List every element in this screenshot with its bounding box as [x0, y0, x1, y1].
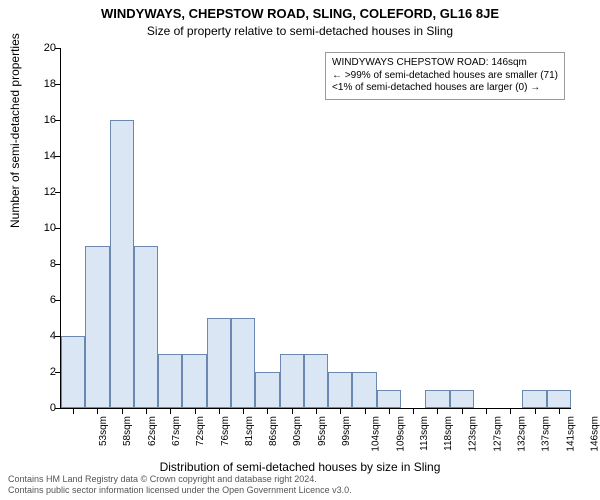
histogram-bar: [280, 354, 304, 408]
x-tick-label: 113sqm: [419, 416, 430, 451]
x-tick-label: 146sqm: [589, 416, 600, 452]
histogram-bar: [158, 354, 182, 408]
x-tick: [267, 408, 268, 414]
histogram-bar: [377, 390, 401, 408]
x-tick: [462, 408, 463, 414]
x-tick: [73, 408, 74, 414]
y-tick-label: 0: [26, 402, 56, 414]
y-tick-label: 8: [26, 258, 56, 270]
x-tick: [510, 408, 511, 414]
y-tick-label: 16: [26, 114, 56, 126]
x-tick: [559, 408, 560, 414]
x-tick: [437, 408, 438, 414]
histogram-bar: [207, 318, 231, 408]
histogram-bar: [61, 336, 85, 408]
histogram-bar: [110, 120, 134, 408]
x-tick-label: 62sqm: [147, 416, 158, 446]
x-tick-label: 72sqm: [195, 416, 206, 446]
histogram-bar: [85, 246, 109, 408]
x-tick: [243, 408, 244, 414]
y-tick-label: 18: [26, 78, 56, 90]
x-tick-label: 137sqm: [541, 416, 552, 452]
histogram-bar: [522, 390, 546, 408]
x-tick: [486, 408, 487, 414]
x-tick-label: 67sqm: [171, 416, 182, 446]
y-tick-label: 20: [26, 42, 56, 54]
y-tick-label: 4: [26, 330, 56, 342]
legend-line-2: ← >99% of semi-detached houses are small…: [332, 70, 558, 83]
x-tick: [195, 408, 196, 414]
x-tick-label: 76sqm: [220, 416, 231, 446]
x-tick-label: 141sqm: [565, 416, 576, 452]
x-tick-label: 123sqm: [468, 416, 479, 452]
footer-attribution: Contains HM Land Registry data © Crown c…: [8, 474, 592, 496]
x-tick: [122, 408, 123, 414]
x-tick-label: 99sqm: [341, 416, 352, 446]
histogram-bar: [304, 354, 328, 408]
y-tick-label: 10: [26, 222, 56, 234]
x-tick: [170, 408, 171, 414]
x-tick-label: 127sqm: [492, 416, 503, 452]
x-tick: [365, 408, 366, 414]
chart-title: WINDYWAYS, CHEPSTOW ROAD, SLING, COLEFOR…: [0, 6, 600, 21]
x-tick: [219, 408, 220, 414]
chart-subtitle: Size of property relative to semi-detach…: [0, 24, 600, 38]
x-tick-label: 58sqm: [122, 416, 133, 446]
footer-line-1: Contains HM Land Registry data © Crown c…: [8, 474, 592, 485]
x-tick-label: 132sqm: [517, 416, 528, 452]
histogram-bar: [352, 372, 376, 408]
x-tick: [146, 408, 147, 414]
x-tick: [97, 408, 98, 414]
x-tick: [535, 408, 536, 414]
histogram-bar: [425, 390, 449, 408]
legend-line-3: <1% of semi-detached houses are larger (…: [332, 82, 558, 95]
legend-line-1: WINDYWAYS CHEPSTOW ROAD: 146sqm: [332, 57, 558, 70]
legend-box: WINDYWAYS CHEPSTOW ROAD: 146sqm ← >99% o…: [325, 52, 565, 100]
x-tick: [340, 408, 341, 414]
plot-area: WINDYWAYS CHEPSTOW ROAD: 146sqm ← >99% o…: [60, 48, 571, 409]
x-tick: [316, 408, 317, 414]
histogram-bar: [328, 372, 352, 408]
x-tick: [292, 408, 293, 414]
x-tick-label: 118sqm: [443, 416, 454, 451]
histogram-bar: [231, 318, 255, 408]
y-tick-label: 12: [26, 186, 56, 198]
histogram-bar: [182, 354, 206, 408]
histogram-bar: [255, 372, 279, 408]
chart-container: WINDYWAYS, CHEPSTOW ROAD, SLING, COLEFOR…: [0, 0, 600, 500]
y-tick-label: 6: [26, 294, 56, 306]
x-tick: [389, 408, 390, 414]
y-tick-label: 14: [26, 150, 56, 162]
x-tick-label: 53sqm: [98, 416, 109, 446]
histogram-bar: [547, 390, 571, 408]
x-tick-label: 86sqm: [268, 416, 279, 446]
histogram-bar: [450, 390, 474, 408]
footer-line-2: Contains public sector information licen…: [8, 485, 592, 496]
x-tick-label: 109sqm: [395, 416, 406, 452]
x-tick-label: 95sqm: [317, 416, 328, 446]
x-axis-label: Distribution of semi-detached houses by …: [0, 460, 600, 474]
y-axis-label: Number of semi-detached properties: [8, 33, 22, 228]
histogram-bar: [134, 246, 158, 408]
x-tick-label: 90sqm: [292, 416, 303, 446]
y-tick-label: 2: [26, 366, 56, 378]
x-tick-label: 81sqm: [244, 416, 255, 446]
x-tick-label: 104sqm: [371, 416, 382, 452]
x-tick: [413, 408, 414, 414]
